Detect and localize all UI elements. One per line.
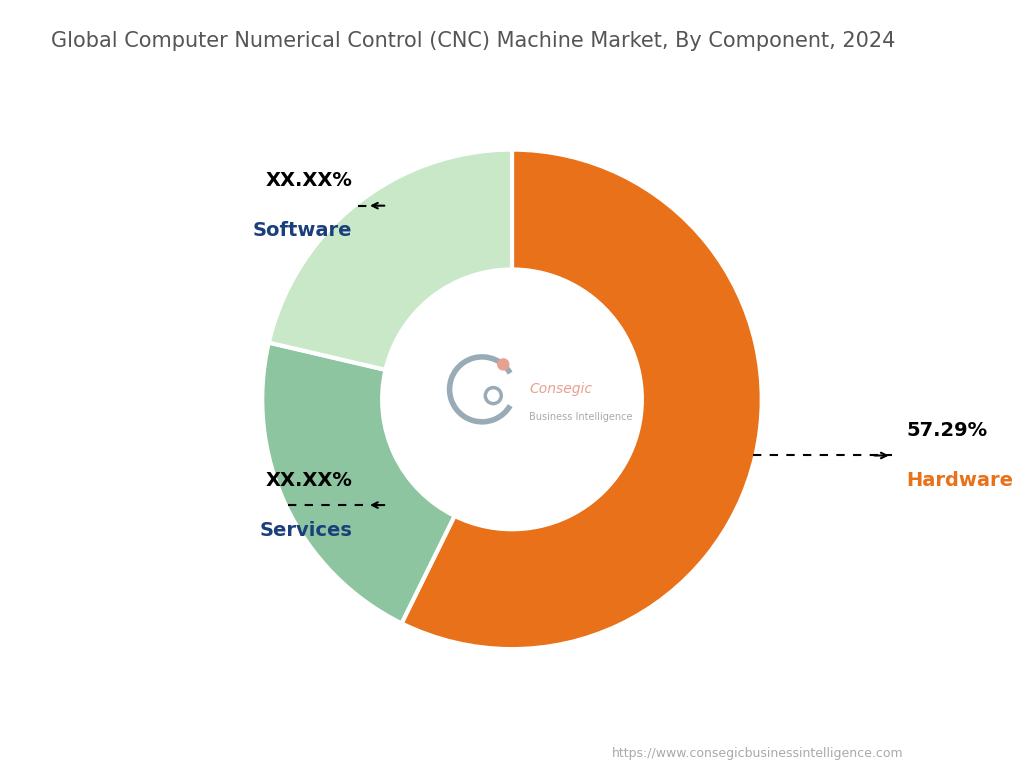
Text: 57.29%: 57.29% <box>906 421 988 440</box>
Circle shape <box>482 384 505 407</box>
Text: Hardware: Hardware <box>906 471 1014 490</box>
Text: https://www.consegicbusinessintelligence.com: https://www.consegicbusinessintelligence… <box>612 747 903 760</box>
Circle shape <box>382 270 642 529</box>
Text: Services: Services <box>259 521 352 540</box>
Text: Global Computer Numerical Control (CNC) Machine Market, By Component, 2024: Global Computer Numerical Control (CNC) … <box>51 31 896 51</box>
Text: Software: Software <box>253 221 352 240</box>
Wedge shape <box>401 150 762 649</box>
Text: Consegic: Consegic <box>529 382 593 396</box>
Wedge shape <box>262 343 455 624</box>
Text: Business Intelligence: Business Intelligence <box>529 412 633 422</box>
Text: XX.XX%: XX.XX% <box>265 171 352 190</box>
Circle shape <box>498 359 509 370</box>
Text: XX.XX%: XX.XX% <box>265 471 352 489</box>
Wedge shape <box>268 150 512 370</box>
